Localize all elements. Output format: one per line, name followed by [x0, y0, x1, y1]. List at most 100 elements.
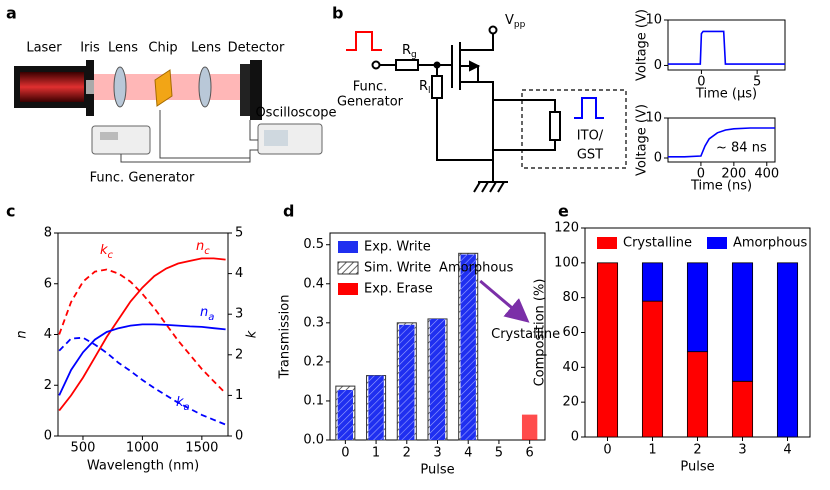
label: Generator [337, 95, 404, 110]
legend-swatch [597, 237, 617, 249]
series-label: na [200, 305, 214, 324]
bar-segment [776, 262, 799, 438]
line [668, 30, 785, 65]
label: Detector [228, 41, 285, 56]
bar [429, 318, 446, 440]
x-tick-label: 400 [754, 167, 779, 182]
bar [521, 414, 538, 440]
axes-frame [667, 19, 786, 71]
x-tick-label: 3 [433, 446, 441, 461]
x-axis-label: Pulse [420, 463, 454, 478]
series-label-main: k [100, 243, 108, 258]
x-tick-label: 0 [697, 75, 705, 90]
y-tick-label: 0.4 [303, 276, 324, 291]
series-label-main: k [176, 395, 184, 410]
label: Chip [148, 41, 177, 56]
y-tick-label: 120 [554, 221, 579, 236]
setup-diagram: Laser Iris Lens Chip Lens Detector Oscil… [14, 41, 337, 186]
y-tick-label: 0.0 [303, 433, 324, 448]
bar [368, 375, 384, 440]
y-tick-label: 0 [654, 58, 662, 73]
legend-swatch [707, 237, 727, 249]
label-main: R [419, 79, 428, 94]
legend-swatch [337, 261, 359, 275]
y2-axis-label: k [245, 330, 260, 338]
y-tick-label: 80 [562, 290, 579, 305]
bar-segment [731, 380, 754, 438]
axes-frame [57, 232, 229, 437]
y-tick-label: 0.1 [303, 393, 324, 408]
legend-swatch [338, 283, 358, 295]
label: Func. [353, 80, 388, 95]
legend-label: Amorphous [733, 236, 808, 251]
label: Oscilloscope [255, 106, 336, 121]
y-tick-label: 20 [562, 395, 579, 410]
bar-segment [686, 351, 709, 438]
x-tick-label: 4 [783, 443, 791, 458]
circuit-diagram [346, 25, 627, 193]
line [58, 268, 227, 395]
label: Func. Generator [90, 171, 195, 186]
annotation-arrow [479, 279, 530, 323]
annotation: Amorphous [439, 261, 514, 276]
y2-tick-label: 1 [235, 388, 243, 403]
x-tick-label: 4 [464, 446, 472, 461]
label: Vpp [505, 13, 526, 30]
y-tick-label: 40 [562, 360, 579, 375]
bar-segment [641, 262, 664, 302]
y-axis-label: Voltage (V) [635, 9, 650, 81]
label: GST [577, 148, 603, 163]
y-tick-label: 0 [44, 429, 52, 444]
label-main: V [505, 13, 514, 28]
x-tick-label: 0 [341, 446, 349, 461]
y-tick-label: 0.5 [303, 237, 324, 252]
y-tick-label: 8 [44, 226, 52, 241]
legend-swatch [338, 241, 358, 253]
y-tick-label: 4 [44, 327, 52, 342]
bar-segment [731, 262, 754, 382]
series-label-sub: c [108, 250, 114, 261]
x-tick-label: 500 [71, 441, 96, 456]
axes-frame [667, 117, 776, 163]
label-sub: l [428, 86, 431, 96]
y-axis-label: Transmission [278, 295, 293, 380]
series-label-sub: a [208, 312, 214, 323]
y2-tick-label: 0 [235, 429, 243, 444]
panel-label: c [6, 202, 15, 221]
x-tick-label: 1000 [126, 441, 159, 456]
annotation: Crystalline [491, 327, 560, 342]
bar-segment [686, 262, 709, 353]
y-tick-label: 2 [44, 378, 52, 393]
y-tick-label: 0 [571, 430, 579, 445]
y-tick-label: 100 [554, 255, 579, 270]
annotation: ~ 84 ns [716, 141, 767, 156]
panel-label: b [332, 4, 343, 23]
label: Laser [26, 41, 62, 56]
x-tick-label: 1 [648, 443, 656, 458]
series-label: nc [196, 239, 210, 258]
y-tick-label: 6 [44, 276, 52, 291]
x-axis-label: Time (μs) [695, 87, 757, 102]
legend-label: Crystalline [623, 236, 692, 251]
y2-tick-label: 4 [235, 266, 243, 281]
y-tick-label: 0.3 [303, 315, 324, 330]
label: ITO/ [577, 129, 604, 144]
label-main: R [402, 43, 411, 58]
x-tick-label: 1500 [185, 441, 218, 456]
label: Iris [80, 41, 100, 56]
x-tick-label: 3 [738, 443, 746, 458]
legend-label: Sim. Write [364, 261, 431, 276]
line [668, 127, 775, 158]
series-label: kc [100, 243, 114, 262]
x-tick-label: 2 [403, 446, 411, 461]
x-tick-label: 2 [693, 443, 701, 458]
panel-label: a [6, 4, 17, 23]
x-tick-label: 0 [697, 167, 705, 182]
y-axis-label: Voltage (V) [635, 104, 650, 176]
x-axis-label: Time (ns) [690, 179, 752, 194]
panel-label: e [558, 202, 569, 221]
y2-tick-label: 5 [235, 226, 243, 241]
series-label: ka [176, 395, 190, 414]
y-tick-label: 60 [562, 325, 579, 340]
